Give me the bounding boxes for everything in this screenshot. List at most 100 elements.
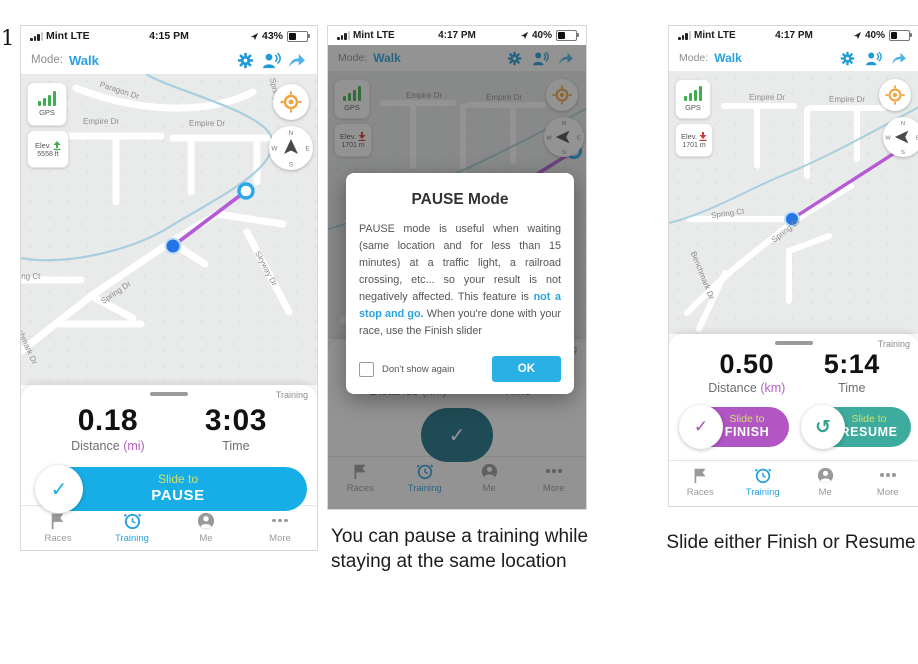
status-bar: Mint LTE 4:17 PM 40% bbox=[328, 26, 586, 45]
battery-percent-label: 40% bbox=[531, 30, 552, 41]
dont-show-again-checkbox[interactable] bbox=[359, 361, 374, 377]
cell-signal-icon bbox=[30, 31, 43, 41]
nav-me[interactable]: Me bbox=[169, 512, 243, 544]
phone-screenshot-paused: Mint LTE 4:17 PM 40% Mode: Walk bbox=[668, 25, 918, 507]
svg-text:W: W bbox=[271, 146, 278, 153]
map-view[interactable]: Empire Dr Empire Dr Spring Ct Spring Dr … bbox=[669, 71, 918, 334]
context-label: Training bbox=[877, 339, 910, 349]
elevation-down-icon bbox=[699, 131, 707, 141]
slider-knob[interactable]: ✓ bbox=[679, 405, 723, 449]
current-position-marker bbox=[784, 211, 800, 227]
pause-mode-dialog: PAUSE Mode PAUSE mode is useful when wai… bbox=[346, 173, 574, 395]
distance-unit: (mi) bbox=[123, 439, 145, 453]
nav-races[interactable]: Races bbox=[21, 512, 95, 544]
distance-stat: 0.50 Distance (km) bbox=[708, 349, 786, 395]
nav-more[interactable]: More bbox=[857, 466, 918, 498]
status-bar: Mint LTE 4:15 PM 43% bbox=[21, 26, 317, 46]
slide-to-finish-slider[interactable]: Slide to FINISH ✓ bbox=[679, 405, 789, 449]
compass-control[interactable]: N E S W bbox=[269, 126, 313, 170]
bottom-nav: Races Training Me More bbox=[669, 460, 918, 504]
battery-icon bbox=[888, 30, 912, 41]
drag-handle[interactable] bbox=[150, 392, 188, 396]
phone-screenshot-tracking: Mint LTE 4:15 PM 43% Mode: Walk bbox=[20, 25, 318, 551]
map-view[interactable]: Paragon Dr Empire Dr Empire Dr Spring Dr… bbox=[21, 74, 317, 385]
slider-knob[interactable]: ✓ bbox=[35, 465, 83, 513]
caption-pause: You can pause a training while staying a… bbox=[331, 526, 589, 573]
app-header: Mode: Walk bbox=[669, 45, 918, 71]
stray-page-number: 1 bbox=[1, 26, 15, 50]
svg-text:E: E bbox=[916, 135, 918, 141]
elevation-badge: Elev. 1701 m bbox=[675, 123, 713, 157]
flag-icon bbox=[51, 513, 64, 529]
network-label: LTE bbox=[717, 30, 736, 41]
dialog-title: PAUSE Mode bbox=[411, 191, 509, 208]
locate-me-button[interactable] bbox=[273, 84, 309, 120]
compass-needle-icon bbox=[894, 130, 909, 144]
svg-text:S: S bbox=[289, 162, 294, 169]
network-label: LTE bbox=[376, 30, 395, 41]
check-icon: ✓ bbox=[693, 417, 709, 436]
settings-gear-icon[interactable] bbox=[837, 48, 857, 68]
battery-percent-label: 43% bbox=[262, 30, 284, 42]
network-label: LTE bbox=[70, 30, 90, 42]
map-roads-graphic bbox=[21, 74, 293, 356]
voice-coach-icon[interactable] bbox=[863, 48, 883, 68]
ellipsis-icon bbox=[272, 512, 288, 530]
gps-bars-icon bbox=[684, 86, 702, 101]
gps-signal-badge: GPS bbox=[675, 79, 711, 119]
alarm-clock-icon bbox=[754, 468, 772, 484]
nav-training[interactable]: Training bbox=[95, 511, 169, 544]
checkbox-label: Don't show again bbox=[382, 363, 455, 375]
training-panel: Training 0.18 Distance (mi) 3:03 Time Sl… bbox=[21, 385, 317, 513]
app-header: Mode: Walk bbox=[21, 46, 317, 74]
nav-races[interactable]: Races bbox=[669, 467, 732, 498]
voice-coach-icon[interactable] bbox=[261, 50, 281, 70]
svg-text:W: W bbox=[885, 135, 891, 141]
dialog-emphasis: not a stop and go. bbox=[359, 291, 561, 321]
share-icon[interactable] bbox=[287, 50, 307, 70]
share-icon[interactable] bbox=[889, 48, 909, 68]
person-icon bbox=[197, 512, 215, 529]
gps-bars-icon bbox=[38, 91, 56, 106]
location-arrow-icon bbox=[853, 31, 862, 40]
mode-label: Mode: bbox=[679, 52, 709, 64]
location-arrow-icon bbox=[520, 31, 529, 40]
track-line bbox=[171, 189, 248, 248]
battery-icon bbox=[287, 30, 311, 42]
compass-control[interactable]: N E S W bbox=[883, 117, 918, 157]
nav-more[interactable]: More bbox=[243, 512, 317, 544]
map-roads-graphic bbox=[669, 103, 918, 332]
svg-text:E: E bbox=[305, 146, 310, 153]
ellipsis-icon bbox=[880, 466, 896, 484]
nav-me[interactable]: Me bbox=[794, 467, 857, 498]
cell-signal-icon bbox=[337, 31, 350, 40]
alarm-clock-icon bbox=[123, 513, 141, 530]
track-line bbox=[791, 143, 908, 221]
mode-value[interactable]: Walk bbox=[68, 52, 99, 68]
distance-stat: 0.18 Distance (mi) bbox=[71, 404, 145, 453]
elevation-badge: Elev. 5558 ft bbox=[27, 130, 69, 168]
cell-signal-icon bbox=[678, 31, 691, 40]
mode-value[interactable]: Walk bbox=[714, 51, 742, 65]
check-icon: ✓ bbox=[50, 478, 68, 501]
clock-label: 4:15 PM bbox=[149, 30, 189, 42]
slider-knob[interactable]: ↺ bbox=[801, 405, 845, 449]
training-panel: Training 0.50 Distance (km) 5:14 Time Sl… bbox=[669, 334, 918, 460]
carrier-label: Mint bbox=[46, 30, 68, 42]
carrier-label: Mint bbox=[353, 30, 374, 41]
settings-gear-icon[interactable] bbox=[235, 50, 255, 70]
slide-to-resume-slider[interactable]: Slide to RESUME ↺ bbox=[801, 405, 911, 449]
dialog-body: PAUSE mode is useful when waiting (same … bbox=[359, 223, 561, 338]
nav-training[interactable]: Training bbox=[732, 466, 795, 498]
compass-needle-icon bbox=[284, 139, 298, 154]
distance-unit: (km) bbox=[760, 381, 786, 395]
mode-label: Mode: bbox=[31, 54, 63, 66]
drag-handle[interactable] bbox=[775, 341, 813, 345]
battery-icon bbox=[556, 30, 579, 41]
elevation-up-icon bbox=[53, 140, 61, 150]
track-start-marker bbox=[237, 182, 255, 200]
status-bar: Mint LTE 4:17 PM 40% bbox=[669, 26, 918, 45]
ok-button[interactable]: OK bbox=[491, 356, 561, 383]
locate-me-button[interactable] bbox=[879, 79, 911, 111]
slide-to-pause-slider[interactable]: Slide to PAUSE ✓ bbox=[35, 465, 307, 513]
